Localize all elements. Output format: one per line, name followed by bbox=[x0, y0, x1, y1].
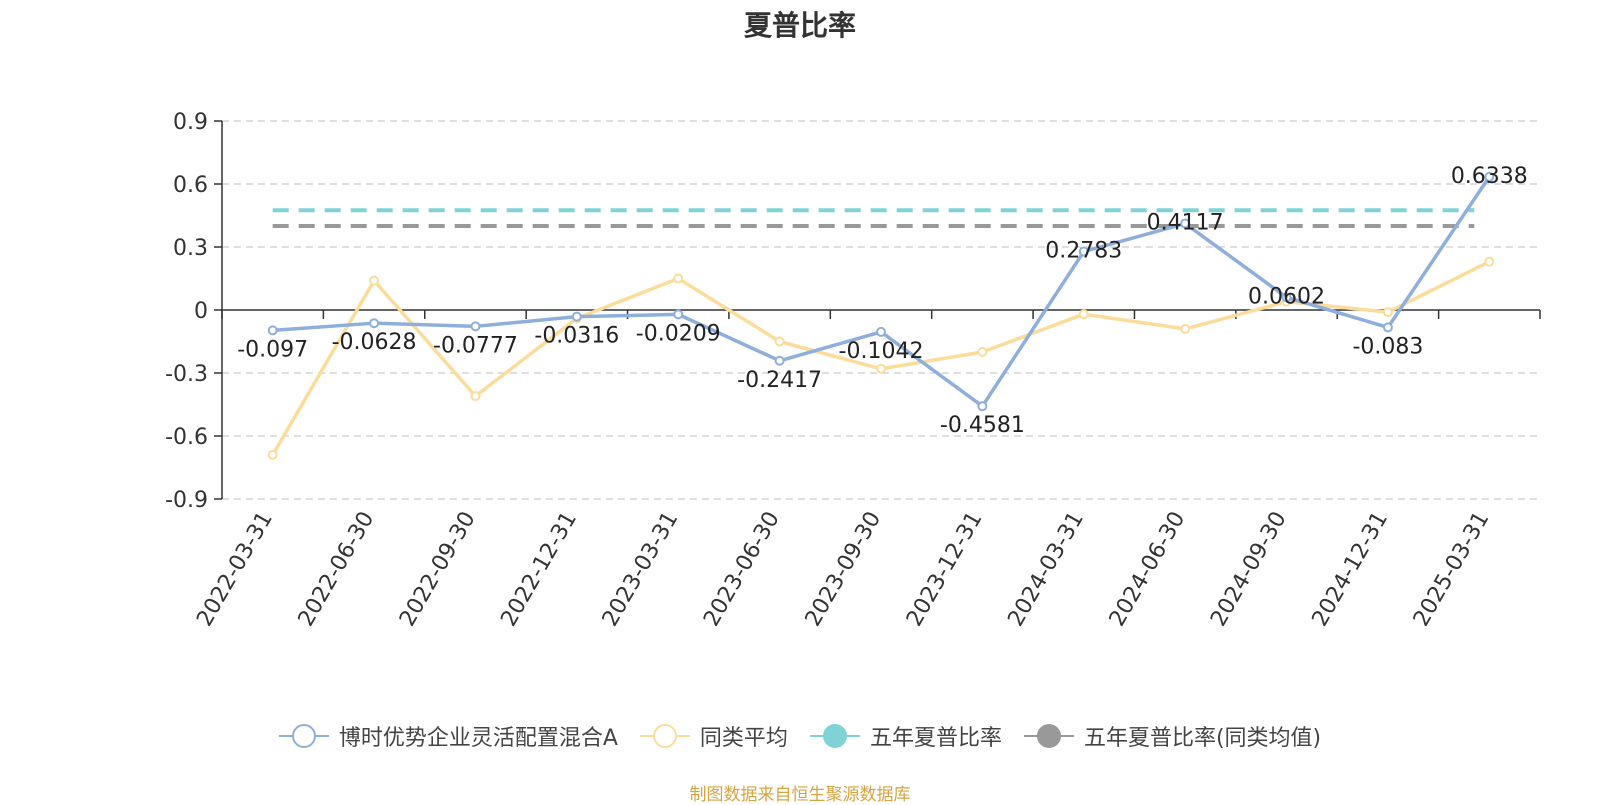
data-point bbox=[369, 318, 380, 329]
data-point bbox=[1078, 246, 1089, 257]
legend-item[interactable]: 五年夏普比率 bbox=[809, 720, 1002, 752]
x-tick-label: 2022-09-30 bbox=[395, 508, 481, 631]
data-label: -0.0628 bbox=[332, 330, 417, 355]
legend-label: 五年夏普比率 bbox=[869, 726, 1002, 751]
x-tick-label: 2025-03-31 bbox=[1409, 508, 1495, 631]
data-point bbox=[876, 326, 886, 337]
data-point bbox=[470, 321, 481, 332]
data-point bbox=[1484, 256, 1495, 267]
y-tick-label: -0.3 bbox=[165, 362, 208, 387]
y-tick-label: 0.3 bbox=[173, 236, 208, 261]
x-tick-label: 2024-03-31 bbox=[1003, 508, 1089, 631]
data-point bbox=[571, 311, 582, 322]
data-point bbox=[673, 273, 684, 284]
legend-label: 博时优势企业灵活配置混合A bbox=[338, 726, 618, 751]
x-tick-label: 2024-06-30 bbox=[1105, 508, 1191, 631]
x-tick-label: 2023-12-31 bbox=[902, 508, 988, 631]
data-point bbox=[1281, 292, 1292, 303]
data-point bbox=[774, 355, 785, 366]
legend-item[interactable]: 同类平均 bbox=[639, 720, 788, 752]
chart-legend: 博时优势企业灵活配置混合A 同类平均 五年夏普比率 五年夏普比率(同类均值) bbox=[0, 720, 1600, 752]
data-label: 0.0602 bbox=[1248, 284, 1325, 309]
y-tick-label: 0 bbox=[194, 299, 208, 324]
data-point bbox=[673, 309, 684, 320]
legend-swatch-icon bbox=[639, 724, 690, 748]
x-tick-label: 2023-09-30 bbox=[801, 508, 887, 631]
data-point bbox=[1484, 171, 1495, 182]
data-label: 0.2783 bbox=[1045, 239, 1122, 264]
data-label: 0.6338 bbox=[1451, 164, 1528, 189]
x-tick-label: 2022-06-30 bbox=[294, 508, 380, 631]
x-tick-label: 2022-12-31 bbox=[496, 508, 582, 631]
data-point bbox=[470, 391, 481, 402]
data-point bbox=[1180, 218, 1191, 229]
x-tick-label: 2022-03-31 bbox=[192, 508, 278, 631]
data-point bbox=[977, 401, 988, 412]
data-label: -0.0316 bbox=[534, 324, 619, 349]
legend-swatch-icon bbox=[278, 724, 329, 748]
x-tick-label: 2023-06-30 bbox=[699, 508, 785, 631]
y-tick-label: -0.6 bbox=[165, 425, 208, 450]
legend-swatch-icon bbox=[1023, 724, 1074, 748]
data-label: -0.4581 bbox=[940, 413, 1025, 438]
y-tick-label: 0.9 bbox=[173, 110, 208, 135]
data-label: -0.1042 bbox=[839, 339, 924, 364]
data-point bbox=[267, 449, 278, 460]
x-tick-label: 2023-03-31 bbox=[598, 508, 684, 631]
chart-title: 夏普比率 bbox=[743, 9, 856, 42]
data-point bbox=[774, 336, 785, 347]
data-label: -0.097 bbox=[237, 337, 308, 362]
legend-label: 同类平均 bbox=[699, 726, 788, 751]
legend-label: 五年夏普比率(同类均值) bbox=[1083, 726, 1322, 751]
data-label: -0.0209 bbox=[636, 321, 721, 346]
data-label: 0.4117 bbox=[1147, 211, 1224, 236]
data-point bbox=[1180, 323, 1191, 334]
data-point bbox=[1382, 322, 1393, 333]
data-label: -0.0777 bbox=[433, 333, 518, 358]
data-label: -0.083 bbox=[1352, 334, 1423, 359]
data-point bbox=[1382, 307, 1393, 318]
x-tick-label: 2024-09-30 bbox=[1206, 508, 1292, 631]
y-tick-label: 0.6 bbox=[173, 173, 208, 198]
legend-item[interactable]: 博时优势企业灵活配置混合A bbox=[278, 720, 618, 752]
legend-swatch-icon bbox=[809, 724, 860, 748]
x-tick-label: 2024-12-31 bbox=[1308, 508, 1394, 631]
data-point bbox=[267, 325, 278, 336]
data-point bbox=[977, 347, 988, 357]
data-label: -0.2417 bbox=[737, 368, 822, 393]
data-source-footer: 制图数据来自恒生聚源数据库 bbox=[689, 785, 911, 805]
legend-item[interactable]: 五年夏普比率(同类均值) bbox=[1023, 720, 1322, 752]
data-point bbox=[1078, 309, 1089, 320]
y-tick-label: -0.9 bbox=[165, 488, 208, 513]
data-point bbox=[876, 363, 886, 374]
data-point bbox=[369, 275, 380, 286]
